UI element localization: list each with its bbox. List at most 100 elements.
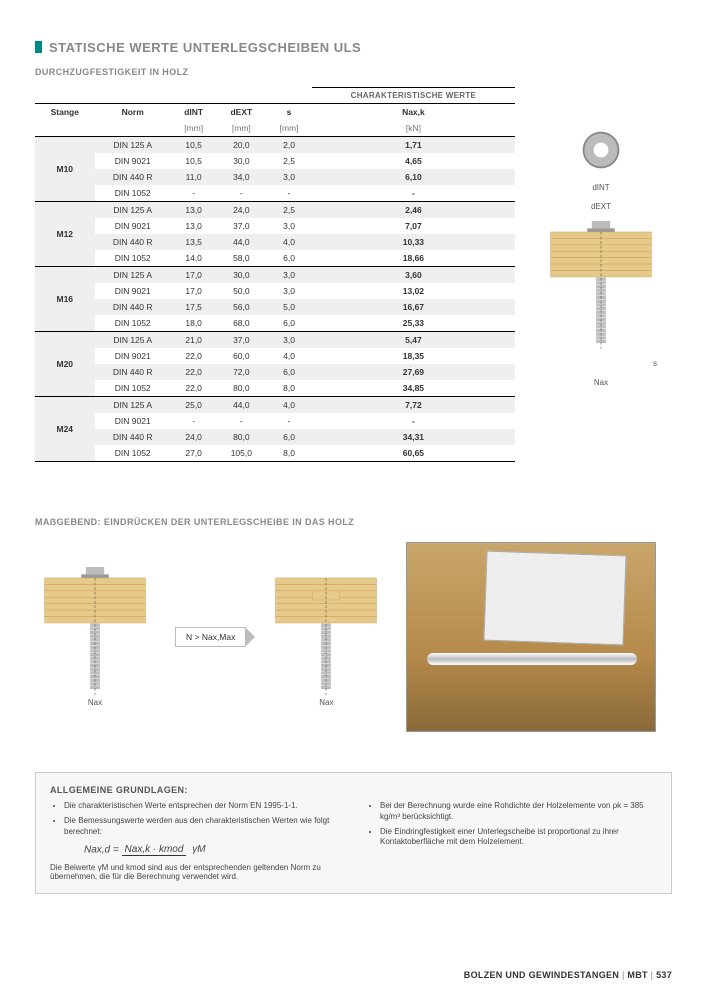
page-footer: BOLZEN UND GEWINDESTANGEN | MBT | 537 bbox=[464, 970, 672, 980]
table-row: DIN 9021---- bbox=[35, 413, 515, 429]
table-row: DIN 902110,530,02,54,65 bbox=[35, 153, 515, 169]
cell-n: - bbox=[312, 185, 515, 202]
cell-stange: M16 bbox=[35, 267, 95, 332]
cell-dext: 20,0 bbox=[216, 137, 266, 154]
formula: Nax,d = Nax,k · kmod γM bbox=[84, 843, 341, 857]
cell-dint: 17,0 bbox=[171, 283, 217, 299]
label-nax-left: Nax bbox=[35, 698, 155, 707]
cell-norm: DIN 125 A bbox=[95, 332, 171, 349]
label-nax-right: Nax bbox=[266, 698, 386, 707]
cell-dext: - bbox=[216, 413, 266, 429]
cell-dext: 68,0 bbox=[216, 315, 266, 332]
cell-dint: - bbox=[171, 413, 217, 429]
cell-norm: DIN 9021 bbox=[95, 348, 171, 364]
cell-stange: M24 bbox=[35, 397, 95, 462]
table-row: M12DIN 125 A13,024,02,52,46 bbox=[35, 202, 515, 219]
cell-dext: 80,0 bbox=[216, 380, 266, 397]
cell-n: 1,71 bbox=[312, 137, 515, 154]
cell-norm: DIN 440 R bbox=[95, 429, 171, 445]
cell-dint: 10,5 bbox=[171, 137, 217, 154]
cell-dint: 27,0 bbox=[171, 445, 217, 462]
data-table-container: CHARAKTERISTISCHE WERTE Stange Norm dINT… bbox=[35, 87, 515, 462]
cell-n: 16,67 bbox=[312, 299, 515, 315]
cell-norm: DIN 440 R bbox=[95, 169, 171, 185]
cell-s: 3,0 bbox=[266, 169, 312, 185]
cell-norm: DIN 440 R bbox=[95, 234, 171, 250]
cell-norm: DIN 1052 bbox=[95, 250, 171, 267]
cell-dext: 30,0 bbox=[216, 267, 266, 284]
cell-dext: 30,0 bbox=[216, 153, 266, 169]
cell-s: 3,0 bbox=[266, 332, 312, 349]
cell-norm: DIN 9021 bbox=[95, 218, 171, 234]
section-subtitle-1: DURCHZUGFESTIGKEIT IN HOLZ bbox=[35, 67, 672, 77]
cell-dint: 10,5 bbox=[171, 153, 217, 169]
cell-n: 4,65 bbox=[312, 153, 515, 169]
cell-n: 13,02 bbox=[312, 283, 515, 299]
cell-s: - bbox=[266, 185, 312, 202]
page-title: STATISCHE WERTE UNTERLEGSCHEIBEN ULS bbox=[35, 40, 672, 55]
cell-norm: DIN 440 R bbox=[95, 364, 171, 380]
cell-n: 18,66 bbox=[312, 250, 515, 267]
cell-s: 6,0 bbox=[266, 315, 312, 332]
col-s: s bbox=[266, 104, 312, 121]
table-row: DIN 105222,080,08,034,85 bbox=[35, 380, 515, 397]
table-row: DIN 902117,050,03,013,02 bbox=[35, 283, 515, 299]
cell-n: 18,35 bbox=[312, 348, 515, 364]
cell-dext: 50,0 bbox=[216, 283, 266, 299]
cell-s: 2,0 bbox=[266, 137, 312, 154]
cell-stange: M20 bbox=[35, 332, 95, 397]
table-row: DIN 440 R13,544,04,010,33 bbox=[35, 234, 515, 250]
washer-table: CHARAKTERISTISCHE WERTE Stange Norm dINT… bbox=[35, 87, 515, 462]
cell-dint: 22,0 bbox=[171, 348, 217, 364]
washer-icon bbox=[578, 127, 624, 173]
cell-dint: 24,0 bbox=[171, 429, 217, 445]
cell-norm: DIN 125 A bbox=[95, 137, 171, 154]
table-row: M16DIN 125 A17,030,03,03,60 bbox=[35, 267, 515, 284]
table-row: DIN 440 R17,556,05,016,67 bbox=[35, 299, 515, 315]
photo-plate bbox=[484, 551, 627, 646]
cell-s: 5,0 bbox=[266, 299, 312, 315]
cell-s: 6,0 bbox=[266, 429, 312, 445]
table-row: DIN 1052---- bbox=[35, 185, 515, 202]
cell-n: 7,07 bbox=[312, 218, 515, 234]
table-row: DIN 105214,058,06,018,66 bbox=[35, 250, 515, 267]
char-values-header: CHARAKTERISTISCHE WERTE bbox=[312, 88, 515, 104]
cell-n: 7,72 bbox=[312, 397, 515, 414]
cell-s: 4,0 bbox=[266, 348, 312, 364]
side-diagram: dINT dEXT s Nax bbox=[530, 87, 672, 462]
grundlagen-right-1: Bei der Berechnung wurde eine Rohdichte … bbox=[380, 801, 657, 823]
cell-dint: 25,0 bbox=[171, 397, 217, 414]
unit-s: [mm] bbox=[266, 120, 312, 137]
cell-s: 3,0 bbox=[266, 267, 312, 284]
footer-page: 537 bbox=[656, 970, 672, 980]
cell-dint: 13,5 bbox=[171, 234, 217, 250]
cell-s: 3,0 bbox=[266, 218, 312, 234]
cell-n: 27,69 bbox=[312, 364, 515, 380]
cell-norm: DIN 9021 bbox=[95, 413, 171, 429]
grundlagen-title: ALLGEMEINE GRUNDLAGEN: bbox=[50, 785, 657, 795]
col-stange: Stange bbox=[35, 104, 95, 121]
cell-dext: 56,0 bbox=[216, 299, 266, 315]
cell-stange: M12 bbox=[35, 202, 95, 267]
table-row: DIN 105218,068,06,025,33 bbox=[35, 315, 515, 332]
cell-s: 8,0 bbox=[266, 380, 312, 397]
table-row: M20DIN 125 A21,037,03,05,47 bbox=[35, 332, 515, 349]
cell-n: 3,60 bbox=[312, 267, 515, 284]
cell-norm: DIN 440 R bbox=[95, 299, 171, 315]
grundlagen-left-2: Die Bemessungswerte werden aus den chara… bbox=[64, 816, 341, 857]
cell-dext: 105,0 bbox=[216, 445, 266, 462]
section-subtitle-2: MAẞGEBEND: EINDRÜCKEN DER UNTERLEGSCHEIB… bbox=[35, 517, 672, 527]
cell-n: 60,65 bbox=[312, 445, 515, 462]
cell-dext: 24,0 bbox=[216, 202, 266, 219]
table-row: M10DIN 125 A10,520,02,01,71 bbox=[35, 137, 515, 154]
cell-norm: DIN 1052 bbox=[95, 380, 171, 397]
cell-norm: DIN 125 A bbox=[95, 397, 171, 414]
cell-dext: 37,0 bbox=[216, 332, 266, 349]
cell-s: 4,0 bbox=[266, 397, 312, 414]
grundlagen-right-2: Die Eindringfestigkeit einer Unterlegsch… bbox=[380, 827, 657, 849]
cell-dint: 17,0 bbox=[171, 267, 217, 284]
grundlagen-left-1: Die charakteristischen Werte entsprechen… bbox=[64, 801, 341, 812]
cell-s: 2,5 bbox=[266, 153, 312, 169]
photo-bolt bbox=[427, 653, 637, 665]
cell-n: 2,46 bbox=[312, 202, 515, 219]
